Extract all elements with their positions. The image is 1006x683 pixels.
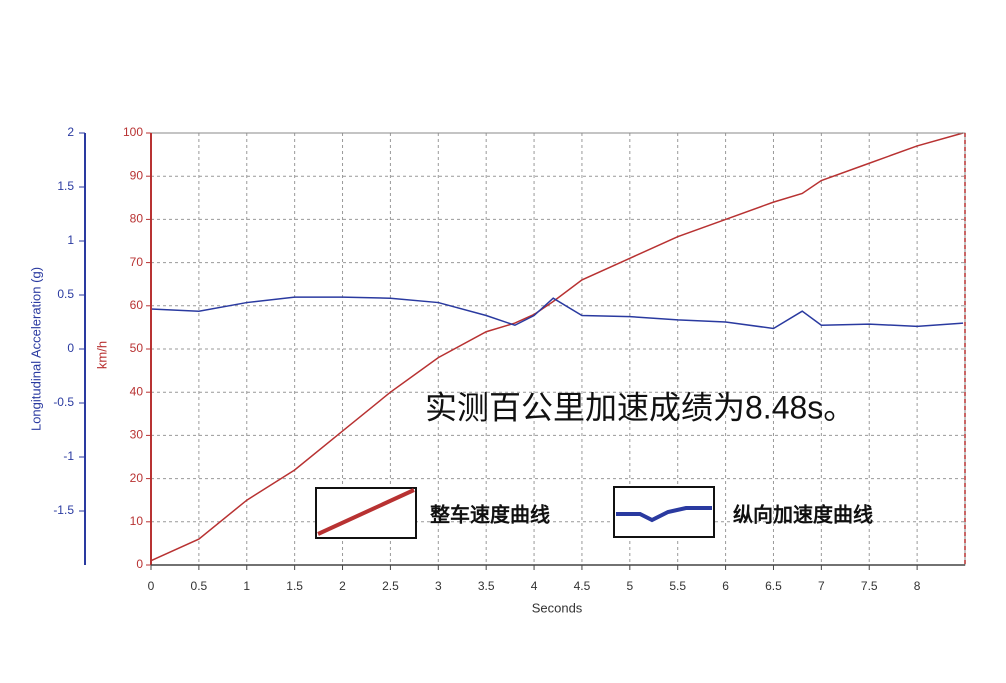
x-tick-label: 6.5 (765, 579, 782, 593)
data-line (150, 296, 964, 330)
legend-swatch-line (616, 506, 712, 523)
legend-label: 纵向加速度曲线 (733, 502, 873, 526)
y2-tick-label: 30 (130, 428, 144, 442)
x-tick-label: 8 (914, 579, 921, 593)
y2-tick-label: 20 (130, 471, 144, 485)
x-tick-label: 2.5 (382, 579, 399, 593)
x-tick-label: 4.5 (574, 579, 591, 593)
y-tick-label: 1 (67, 233, 74, 247)
y2-axis-label: km/h (94, 341, 109, 369)
x-tick-label: 0.5 (191, 579, 208, 593)
legend-swatch-line (317, 488, 415, 536)
y-tick-label: -1 (63, 449, 74, 463)
y-tick-label: 1.5 (57, 179, 74, 193)
x-tick-label: 0 (148, 579, 155, 593)
y2-tick-label: 100 (123, 125, 143, 139)
x-tick-label: 2 (339, 579, 346, 593)
y-tick-label: 0.5 (57, 287, 74, 301)
y2-tick-label: 90 (130, 168, 144, 182)
x-tick-label: 3.5 (478, 579, 495, 593)
y2-tick-label: 70 (130, 255, 144, 269)
data-line (150, 132, 964, 562)
x-tick-label: 7 (818, 579, 825, 593)
x-axis-label: Seconds (532, 600, 583, 615)
y-tick-label: 2 (67, 125, 74, 139)
x-tick-label: 1 (243, 579, 250, 593)
y-tick-label: -0.5 (53, 395, 74, 409)
x-tick-label: 1.5 (286, 579, 303, 593)
x-tick-label: 3 (435, 579, 442, 593)
annotation: 实测百公里加速成绩为8.48s。 (425, 389, 855, 425)
x-tick-label: 4 (531, 579, 538, 593)
x-tick-label: 5.5 (669, 579, 686, 593)
y-tick-label: -1.5 (53, 503, 74, 517)
y2-tick-label: 60 (130, 298, 144, 312)
y2-tick-label: 40 (130, 384, 144, 398)
y-axis-label: Longitudinal Acceleration (g) (28, 267, 43, 431)
y2-tick-label: 50 (130, 341, 144, 355)
x-tick-label: 7.5 (861, 579, 878, 593)
y2-tick-label: 80 (130, 212, 144, 226)
y2-tick-label: 10 (130, 514, 144, 528)
y2-tick-label: 0 (136, 557, 143, 571)
x-tick-label: 6 (722, 579, 729, 593)
x-tick-label: 5 (626, 579, 633, 593)
legend-label: 整车速度曲线 (429, 502, 550, 526)
y-tick-label: 0 (67, 341, 74, 355)
